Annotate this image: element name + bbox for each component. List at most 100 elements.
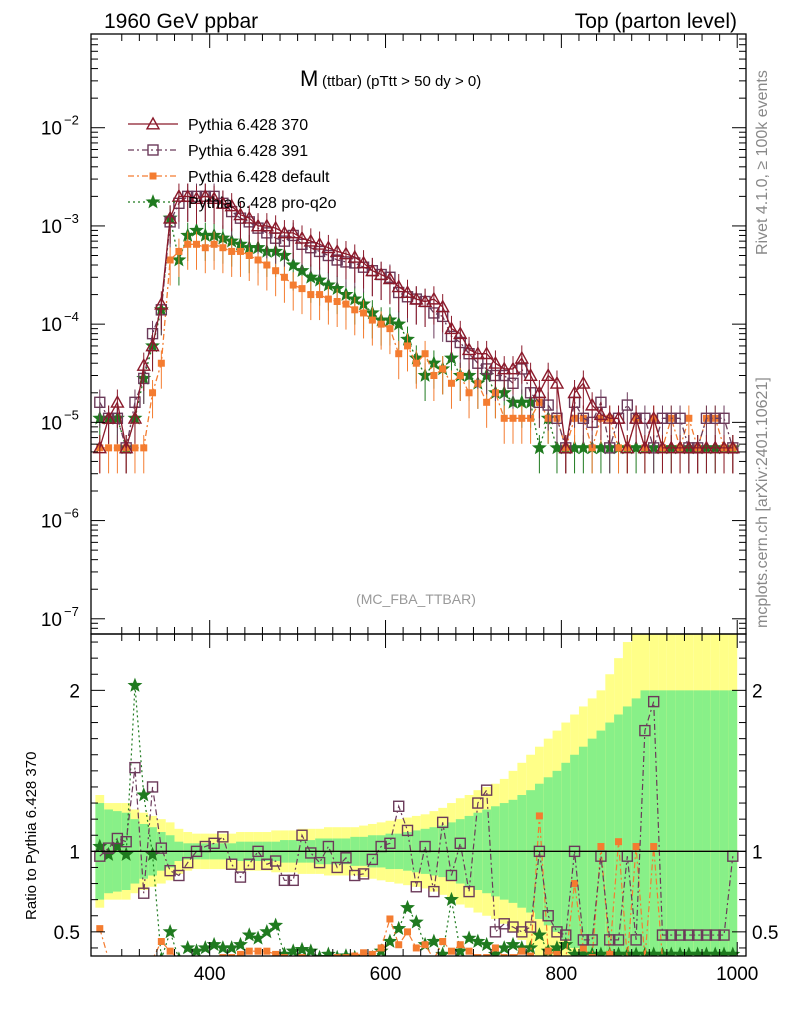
legend-entry: Pythia 6.428 pro-q2o	[188, 195, 337, 212]
ratio-point-square	[401, 824, 414, 837]
ratio-point-star	[127, 677, 143, 692]
y-tick-label: 10	[41, 119, 62, 140]
data-point-triangle	[453, 326, 468, 340]
data-point-filled-square	[263, 261, 271, 269]
ratio-point-star	[479, 936, 495, 952]
ratio-point-filled-square	[500, 954, 508, 956]
data-point-triangle	[382, 271, 398, 285]
ratio-point-square	[357, 868, 370, 880]
data-point-triangle	[321, 240, 336, 254]
data-point-square	[94, 396, 106, 409]
data-point-star	[303, 269, 319, 284]
data-point-triangle	[532, 385, 547, 399]
ratio-point-star	[241, 927, 257, 942]
ratio-point-filled-square	[140, 955, 148, 956]
ratio-point-filled-square	[157, 938, 165, 946]
data-point-filled-square	[193, 240, 201, 248]
data-point-filled-square	[360, 309, 368, 317]
chart-title-main: M	[300, 66, 318, 91]
data-point-star	[294, 262, 310, 278]
data-point-filled-square	[166, 256, 174, 264]
data-point-triangle	[681, 440, 697, 454]
ratio-point-star	[408, 914, 424, 929]
data-point-square	[577, 412, 590, 424]
data-point-square	[718, 412, 730, 424]
ratio-point-filled-square	[404, 928, 412, 936]
y-tick-label-exponent: −2	[64, 113, 79, 128]
band-green-bin	[605, 722, 615, 956]
band-green-bin	[666, 690, 676, 956]
legend-entry: Pythia 6.428 370	[188, 117, 308, 134]
ratio-point-filled-square	[544, 947, 552, 955]
data-point-triangle	[189, 191, 204, 205]
data-point-triangle	[215, 195, 231, 209]
ratio-point-square	[269, 855, 282, 867]
data-point-filled-square	[157, 359, 165, 367]
ratio-point-star	[180, 940, 196, 955]
ratio-point-filled-square	[483, 954, 491, 956]
ratio-point-square	[366, 853, 379, 866]
band-green-bin	[622, 706, 632, 956]
ratio-point-filled-square	[360, 949, 368, 956]
ratio-point-filled-square	[597, 843, 605, 851]
ratio-point-filled-square	[702, 955, 710, 956]
data-point-filled-square	[245, 251, 253, 259]
ratio-point-filled-square	[412, 944, 420, 952]
data-point-triangle	[171, 188, 187, 202]
data-point-triangle	[365, 263, 380, 277]
ratio-point-star	[505, 936, 521, 952]
ratio-point-square	[261, 858, 273, 870]
ratio-point-filled-square	[641, 955, 649, 956]
band-green-bin	[675, 690, 685, 956]
data-point-triangle	[620, 440, 635, 454]
data-point-triangle	[92, 440, 107, 454]
data-point-filled-square	[447, 379, 455, 387]
data-point-triangle	[338, 246, 354, 260]
data-point-square	[621, 399, 634, 411]
legend-entry: Pythia 6.428 default	[188, 169, 330, 186]
data-point-filled-square	[140, 444, 148, 452]
ratio-point-filled-square	[236, 950, 244, 956]
ratio-point-square	[331, 861, 343, 874]
ratio-point-filled-square	[280, 954, 288, 956]
legend-marker-triangle	[145, 116, 161, 130]
data-point-filled-square	[430, 372, 438, 379]
data-point-triangle	[391, 279, 406, 293]
data-point-triangle	[426, 291, 442, 305]
chart-title-sub: (ttbar) (pTtt > 50 dy > 0)	[322, 73, 481, 90]
ratio-point-square	[551, 926, 563, 938]
ratio-point-star	[452, 943, 468, 956]
data-point-triangle	[347, 249, 362, 263]
data-point-square	[665, 412, 677, 424]
band-green-bin	[728, 690, 738, 956]
band-green-bin	[693, 690, 703, 956]
ratio-point-filled-square	[579, 944, 587, 952]
data-point-filled-square	[439, 365, 447, 373]
ratio-point-square	[577, 934, 590, 946]
data-point-triangle	[470, 346, 486, 360]
band-green-bin	[614, 714, 623, 956]
y-tick-label: 10	[41, 315, 62, 336]
ratio-point-star	[206, 936, 222, 952]
ratio-point-filled-square	[272, 950, 280, 956]
ratio-point-filled-square	[694, 955, 702, 956]
ratio-point-square	[665, 929, 677, 941]
ratio-point-filled-square	[465, 947, 473, 955]
data-point-triangle	[479, 346, 494, 360]
data-point-triangle	[356, 255, 371, 269]
ratio-point-square	[234, 871, 247, 883]
ratio-point-square	[349, 869, 361, 882]
ratio-point-square	[436, 816, 449, 829]
data-point-triangle	[136, 357, 151, 371]
ratio-point-square	[498, 918, 510, 930]
data-point-triangle	[303, 233, 318, 247]
data-point-filled-square	[272, 267, 280, 275]
band-green-bin	[631, 698, 641, 956]
ratio-point-square	[445, 869, 458, 882]
ratio-point-square	[691, 929, 704, 941]
data-point-square	[700, 412, 713, 424]
ratio-point-square	[278, 874, 291, 887]
y-tick-label: 10	[41, 413, 62, 434]
data-point-triangle	[154, 296, 169, 310]
